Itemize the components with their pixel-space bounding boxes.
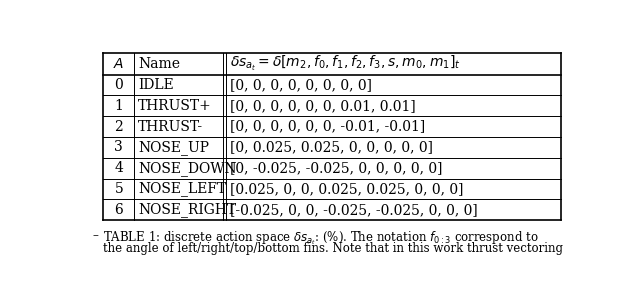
Text: 3: 3: [115, 140, 123, 154]
Text: [0, 0, 0, 0, 0, 0, 0, 0]: [0, 0, 0, 0, 0, 0, 0, 0]: [230, 78, 372, 92]
Text: [0.025, 0, 0, 0.025, 0.025, 0, 0, 0]: [0.025, 0, 0, 0.025, 0.025, 0, 0, 0]: [230, 182, 463, 196]
Text: NOSE_UP: NOSE_UP: [138, 140, 209, 155]
Text: [-0.025, 0, 0, -0.025, -0.025, 0, 0, 0]: [-0.025, 0, 0, -0.025, -0.025, 0, 0, 0]: [230, 203, 477, 217]
Text: TABLE 1: discrete action space $\delta s_{a_t}$: (%). The notation $f_{0:3}$ cor: TABLE 1: discrete action space $\delta s…: [103, 229, 539, 247]
Text: 0: 0: [115, 78, 123, 92]
Text: the angle of left/right/top/bottom fins. Note that in this work thrust vectoring: the angle of left/right/top/bottom fins.…: [103, 242, 563, 255]
Text: [0, -0.025, -0.025, 0, 0, 0, 0, 0]: [0, -0.025, -0.025, 0, 0, 0, 0, 0]: [230, 161, 442, 175]
Text: [0, 0, 0, 0, 0, 0, 0.01, 0.01]: [0, 0, 0, 0, 0, 0, 0.01, 0.01]: [230, 99, 415, 113]
Text: IDLE: IDLE: [138, 78, 174, 92]
Text: NOSE_DOWN: NOSE_DOWN: [138, 161, 237, 175]
Text: 4: 4: [115, 161, 123, 175]
Text: 2: 2: [115, 119, 123, 134]
Text: –: –: [92, 229, 99, 242]
Text: $\delta s_{a_t} = \delta[m_2, f_0, f_1, f_2, f_3, s, m_0, m_1]_t$: $\delta s_{a_t} = \delta[m_2, f_0, f_1, …: [230, 54, 460, 73]
Text: Name: Name: [138, 57, 180, 71]
Text: 5: 5: [115, 182, 123, 196]
Text: THRUST-: THRUST-: [138, 119, 204, 134]
Text: NOSE_LEFT: NOSE_LEFT: [138, 182, 227, 197]
Text: NOSE_RIGHT: NOSE_RIGHT: [138, 202, 236, 217]
Text: 1: 1: [115, 99, 123, 113]
Text: [0, 0, 0, 0, 0, 0, -0.01, -0.01]: [0, 0, 0, 0, 0, 0, -0.01, -0.01]: [230, 119, 425, 134]
Text: $A$: $A$: [113, 57, 124, 71]
Text: [0, 0.025, 0.025, 0, 0, 0, 0, 0]: [0, 0.025, 0.025, 0, 0, 0, 0, 0]: [230, 140, 433, 154]
Text: 6: 6: [115, 203, 123, 217]
Text: THRUST+: THRUST+: [138, 99, 212, 113]
